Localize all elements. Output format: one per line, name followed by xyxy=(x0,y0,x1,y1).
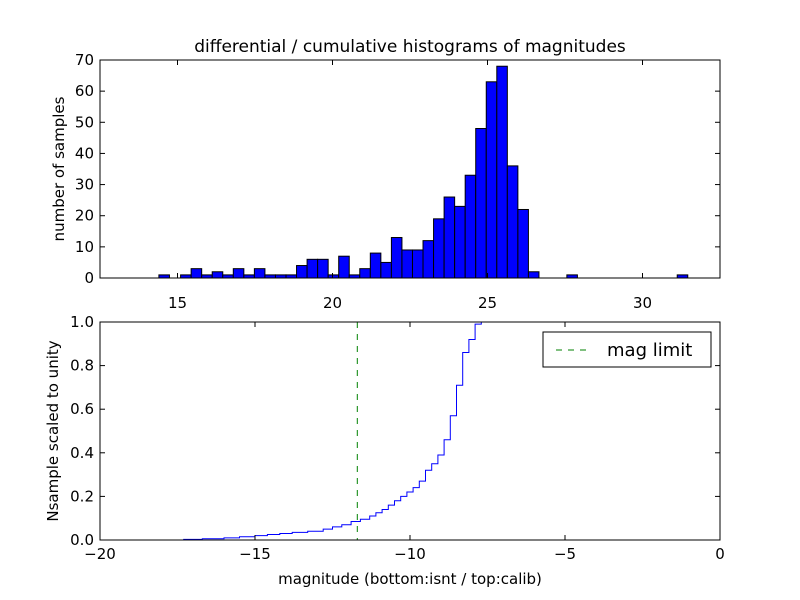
histogram-y-tick-label: 0 xyxy=(84,269,94,287)
histogram-title: differential / cumulative histograms of … xyxy=(194,37,626,57)
histogram-y-tick-label: 30 xyxy=(75,176,94,194)
histogram-bar xyxy=(306,258,319,279)
legend: mag limit xyxy=(542,331,712,368)
histogram-bar xyxy=(369,252,382,279)
histogram-ticks: 15 20 25 30 0 10 20 30 40 50 60 70 xyxy=(75,51,720,312)
histogram-bar xyxy=(211,271,224,279)
histogram-bar xyxy=(190,268,203,279)
histogram-bar xyxy=(380,261,392,279)
histogram-y-tick-label: 10 xyxy=(75,238,94,256)
histogram-y-tick-label: 70 xyxy=(75,51,94,69)
histogram-y-tick-label: 20 xyxy=(75,207,94,225)
cumulative-step-line xyxy=(100,321,720,541)
histogram-bar xyxy=(422,240,435,279)
histogram-bar xyxy=(517,208,529,279)
histogram-bar xyxy=(401,249,413,279)
histogram-bar xyxy=(506,165,519,279)
histogram-bar xyxy=(317,258,329,279)
cumulative-x-tick-label: −15 xyxy=(239,545,271,563)
cumulative-panel: Nsample scaled to unity magnitude (botto… xyxy=(44,313,725,588)
histogram-bar xyxy=(443,196,456,279)
cumulative-y-tick-label: 1.0 xyxy=(70,313,94,331)
cumulative-y-tick-label: 0.2 xyxy=(70,487,94,505)
histogram-bar xyxy=(485,81,498,279)
histogram-x-tick-label: 15 xyxy=(168,294,187,312)
cumulative-y-axis-label: Nsample scaled to unity xyxy=(44,340,62,521)
cumulative-x-tick-label: −10 xyxy=(394,545,426,563)
histogram-y-tick-label: 50 xyxy=(75,113,94,131)
histogram-bar xyxy=(527,271,540,279)
histogram-bar xyxy=(338,255,350,279)
histogram-x-tick-label: 30 xyxy=(633,294,652,312)
histogram-y-tick-label: 40 xyxy=(75,144,94,162)
cumulative-ticks: −20 −15 −10 −5 0 0.0 0.2 0.4 0.6 0.8 1.0 xyxy=(70,313,725,563)
histogram-bar xyxy=(390,237,403,279)
histogram-bar xyxy=(475,128,487,279)
histogram-y-tick-label: 60 xyxy=(75,82,94,100)
cumulative-y-tick-label: 0.6 xyxy=(70,400,94,418)
legend-entry-mag-limit: mag limit xyxy=(607,340,692,361)
cumulative-x-tick-label: 0 xyxy=(715,545,725,563)
histogram-x-tick-label: 25 xyxy=(478,294,497,312)
histogram-bar xyxy=(496,65,508,279)
cumulative-axes-frame xyxy=(99,321,721,541)
histogram-bar xyxy=(359,268,371,279)
histogram-axes-frame xyxy=(99,59,721,279)
histogram-bar xyxy=(296,265,308,279)
histogram-bar xyxy=(464,174,477,279)
cumulative-x-axis-label: magnitude (bottom:isnt / top:calib) xyxy=(278,570,542,588)
cumulative-y-tick-label: 0.0 xyxy=(70,531,94,549)
histogram-bars xyxy=(158,65,689,279)
cumulative-x-tick-label: −5 xyxy=(554,545,576,563)
histogram-y-axis-label: number of samples xyxy=(50,96,68,241)
histogram-panel: differential / cumulative histograms of … xyxy=(50,37,721,312)
cumulative-y-tick-label: 0.8 xyxy=(70,357,94,375)
histogram-bar xyxy=(253,268,266,279)
cumulative-x-tick-label: −20 xyxy=(84,545,116,563)
histogram-bar xyxy=(454,205,466,279)
histogram-bar xyxy=(433,218,445,279)
histogram-x-tick-label: 20 xyxy=(323,294,342,312)
histogram-bar xyxy=(232,268,245,279)
cumulative-y-tick-label: 0.4 xyxy=(70,444,94,462)
histogram-bar xyxy=(411,249,424,279)
